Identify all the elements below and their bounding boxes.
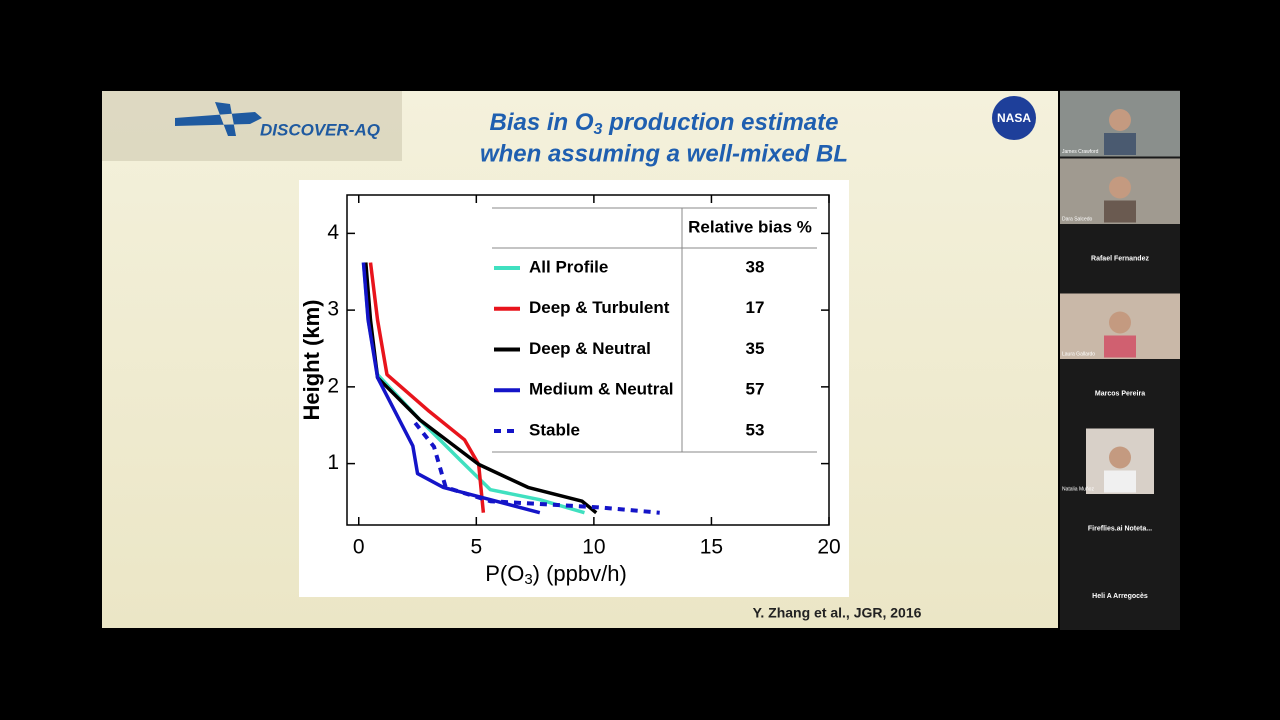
table-header: Relative bias % xyxy=(688,217,812,236)
participant-body xyxy=(1104,335,1136,358)
x-tick-label: 5 xyxy=(470,536,482,559)
y-axis-label: Height (km) xyxy=(299,300,324,421)
participant-caption: Dara Salcedo xyxy=(1062,216,1093,222)
x-tick-label: 0 xyxy=(353,536,365,559)
slide-title: when assuming a well-mixed BL xyxy=(480,140,848,167)
participant-head xyxy=(1109,446,1131,469)
participant-caption: Laura Gallardo xyxy=(1062,351,1095,357)
logo-text: DISCOVER-AQ xyxy=(260,120,380,139)
participant-body xyxy=(1104,470,1136,493)
participant-name: Rafael Fernandez xyxy=(1091,256,1149,263)
banner-image xyxy=(102,91,402,161)
title-sub: 3 xyxy=(594,121,603,138)
bias-value: 35 xyxy=(746,339,765,358)
label-part: ) (ppbv/h) xyxy=(533,561,627,586)
bias-value: 17 xyxy=(746,298,765,317)
legend-label: Deep & Neutral xyxy=(529,339,651,358)
title-part: Bias in O xyxy=(490,109,594,136)
legend-label: Medium & Neutral xyxy=(529,380,674,399)
participant-name: Fireflies.ai Noteta... xyxy=(1088,526,1152,533)
bias-value: 38 xyxy=(746,257,765,276)
plot-frame xyxy=(346,194,830,526)
participant-name: Marcos Pereira xyxy=(1095,391,1145,398)
legend-label: All Profile xyxy=(529,257,608,276)
plane-icon xyxy=(175,102,262,136)
title-part: production estimate xyxy=(602,109,838,136)
y-tick-label: 2 xyxy=(327,374,339,397)
nasa-text: NASA xyxy=(997,111,1031,125)
participant-head xyxy=(1109,109,1131,131)
participant-caption: Natalia Muñoz xyxy=(1062,486,1094,492)
y-tick-label: 3 xyxy=(327,298,339,321)
participant-head xyxy=(1109,176,1131,199)
participant-body xyxy=(1104,200,1136,223)
legend-label: Deep & Turbulent xyxy=(529,298,670,317)
participant-name: Heli A Arregocès xyxy=(1092,593,1148,600)
legend-label: Stable xyxy=(529,420,580,439)
x-tick-label: 10 xyxy=(582,536,605,559)
bias-value: 53 xyxy=(746,420,765,439)
x-tick-label: 20 xyxy=(817,536,840,559)
nasa-logo xyxy=(992,96,1036,140)
y-tick-label: 1 xyxy=(327,451,339,474)
participant-head xyxy=(1109,311,1131,334)
x-axis-label: P(O3) (ppbv/h) xyxy=(485,561,627,588)
x-tick-label: 15 xyxy=(700,536,723,559)
label-part: P(O xyxy=(485,561,524,586)
y-tick-label: 4 xyxy=(327,221,339,244)
participant-caption: James Crawford xyxy=(1062,149,1099,155)
bias-value: 57 xyxy=(746,380,765,399)
label-sub: 3 xyxy=(524,571,532,588)
citation: Y. Zhang et al., JGR, 2016 xyxy=(753,605,922,621)
series-line xyxy=(413,421,660,515)
series-line xyxy=(364,262,598,515)
slide-title: Bias in O3 production estimate xyxy=(490,109,839,138)
participant-body xyxy=(1104,133,1136,155)
